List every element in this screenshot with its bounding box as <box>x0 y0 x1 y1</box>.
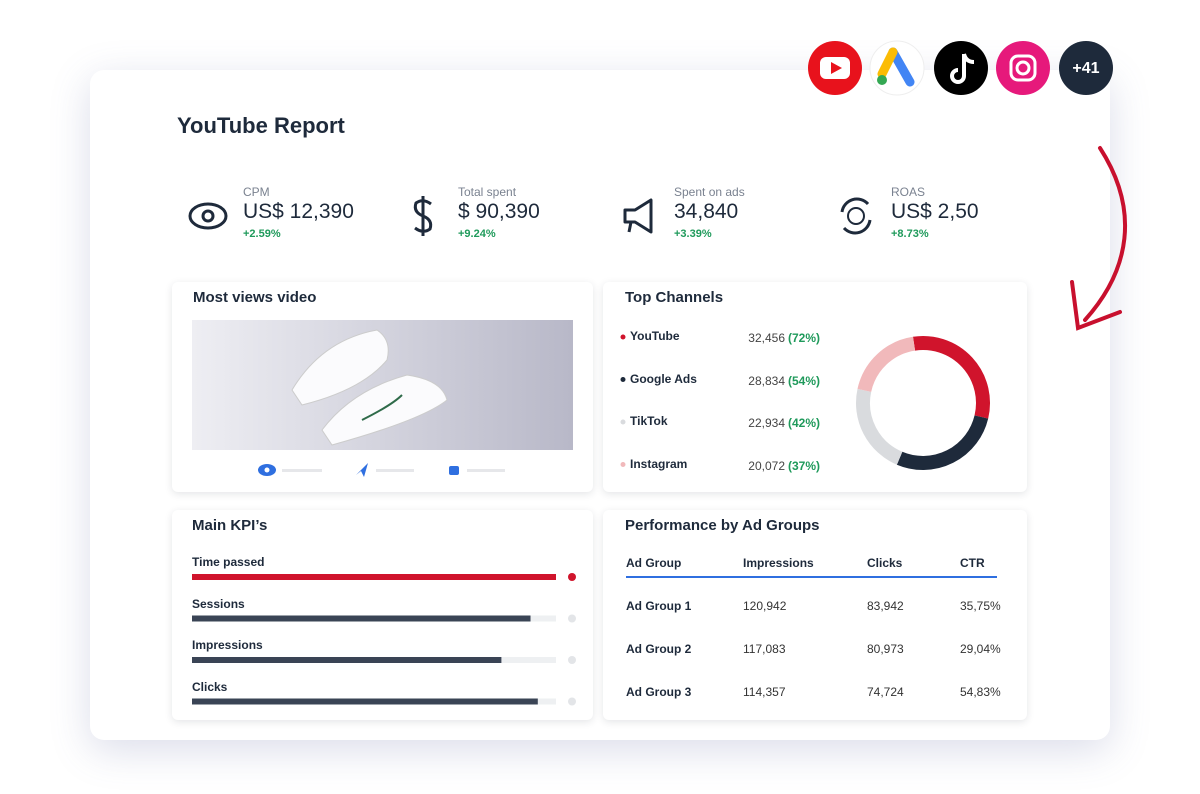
table-cell: Ad Group 2 <box>626 642 692 656</box>
channel-value: 22,934 <box>748 416 785 430</box>
table-header: Impressions <box>743 556 814 570</box>
channel-name: YouTube <box>630 329 680 343</box>
kpi-value: $ 90,390 <box>458 200 540 223</box>
kpi-value: US$ 12,390 <box>243 200 354 223</box>
table-cell: 114,357 <box>743 685 786 699</box>
kpi-value: 34,840 <box>674 200 739 223</box>
kpi-name: Clicks <box>192 679 228 694</box>
arrow <box>1083 146 1127 322</box>
ad-groups-card <box>603 510 1027 720</box>
card-title: Performance by Ad Groups <box>625 517 820 534</box>
kpi-change: +9.24% <box>458 228 496 240</box>
table-cell: Ad Group 1 <box>626 599 692 613</box>
kpi-value: US$ 2,50 <box>891 200 979 223</box>
table-cell: 120,942 <box>743 599 787 613</box>
channel-value: 32,456 <box>748 331 785 345</box>
video-area <box>192 320 573 477</box>
table-cell: Ad Group 3 <box>626 685 692 699</box>
channel-share: (37%) <box>788 458 821 473</box>
channel-name: TikTok <box>630 414 668 428</box>
main-kpi-card <box>172 510 593 720</box>
tiktok-icon[interactable] <box>934 41 988 95</box>
kpi-name: Time passed <box>192 555 265 569</box>
table-cell: 80,973 <box>867 642 904 656</box>
kpi-change: +3.39% <box>674 228 712 240</box>
kpi-name: Sessions <box>192 596 245 611</box>
table-cell: 74,724 <box>867 685 904 699</box>
kpi-label: Spent on ads <box>674 185 745 199</box>
kpi-change: +8.73% <box>891 228 929 240</box>
card-title: Top Channels <box>625 289 724 306</box>
like-icon <box>449 466 459 475</box>
more-count: +41 <box>1072 60 1100 77</box>
table-cell: 35,75% <box>960 599 1001 613</box>
more-badge[interactable] <box>1059 41 1113 95</box>
card-title: Main KPI’s <box>192 517 268 534</box>
table-header: Clicks <box>867 556 903 570</box>
table-cell: 29,04% <box>960 642 1001 656</box>
table-cell: 117,083 <box>743 642 786 656</box>
channel-share: (72%) <box>788 331 821 345</box>
channel-share: (54%) <box>788 373 821 388</box>
kpi-label: ROAS <box>891 185 926 199</box>
kpi-label: Total spent <box>458 185 517 199</box>
table-cell: 83,942 <box>867 599 904 613</box>
table-header: CTR <box>960 556 985 570</box>
kpi-label: CPM <box>243 185 270 199</box>
channel-value: 20,072 <box>748 458 785 473</box>
report-title: YouTube Report <box>177 113 345 138</box>
table-cell: 54,83% <box>960 685 1001 699</box>
card-title: Most views video <box>193 289 317 306</box>
table-header: Ad Group <box>626 556 682 570</box>
channel-value: 28,834 <box>748 373 785 388</box>
channel-name: Google Ads <box>630 371 697 386</box>
channel-share: (42%) <box>788 416 821 430</box>
kpi-change: +2.59% <box>243 228 281 240</box>
arrow-head <box>1070 280 1122 331</box>
instagram-icon[interactable] <box>996 41 1050 95</box>
kpi-name: Impressions <box>192 638 263 652</box>
channel-name: Instagram <box>630 456 688 471</box>
share-icon <box>356 463 368 477</box>
